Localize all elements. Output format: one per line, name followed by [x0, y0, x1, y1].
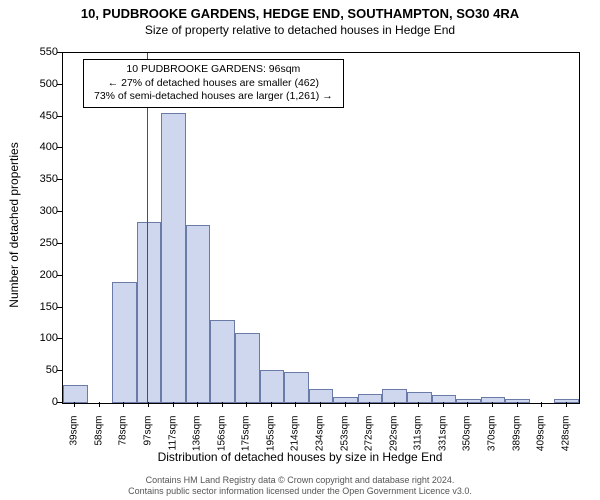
histogram-bar [407, 392, 432, 403]
y-tick-label: 400 [18, 141, 58, 153]
y-tick-label: 250 [18, 237, 58, 249]
y-tick-label: 0 [18, 396, 58, 408]
x-tick-mark [320, 402, 321, 407]
x-tick-mark [418, 402, 419, 407]
footer-line-2: Contains public sector information licen… [0, 486, 600, 497]
plot-area: 10 PUDBROOKE GARDENS: 96sqm ← 27% of det… [62, 52, 580, 404]
x-tick-mark [99, 402, 100, 407]
y-tick-label: 100 [18, 332, 58, 344]
y-tick-label: 150 [18, 301, 58, 313]
x-tick-mark [197, 402, 198, 407]
histogram-bar [309, 389, 334, 403]
x-tick-mark [541, 402, 542, 407]
info-line-smaller: ← 27% of detached houses are smaller (46… [94, 77, 333, 91]
histogram-bar [554, 399, 579, 403]
footer-line-1: Contains HM Land Registry data © Crown c… [0, 475, 600, 486]
x-tick-mark [173, 402, 174, 407]
histogram-bar [161, 113, 186, 403]
histogram-bar [210, 320, 235, 403]
y-tick-label: 500 [18, 78, 58, 90]
info-line-larger: 73% of semi-detached houses are larger (… [94, 90, 333, 104]
x-tick-mark [517, 402, 518, 407]
page-title: 10, PUDBROOKE GARDENS, HEDGE END, SOUTHA… [0, 0, 600, 21]
histogram-bar [333, 397, 358, 403]
x-tick-mark [222, 402, 223, 407]
info-box: 10 PUDBROOKE GARDENS: 96sqm ← 27% of det… [83, 59, 344, 108]
x-tick-mark [467, 402, 468, 407]
x-tick-mark [345, 402, 346, 407]
y-tick-label: 350 [18, 173, 58, 185]
histogram-bar [456, 399, 481, 403]
chart-subtitle: Size of property relative to detached ho… [0, 21, 600, 37]
histogram-bar [260, 370, 285, 403]
y-tick-label: 450 [18, 110, 58, 122]
info-line-property: 10 PUDBROOKE GARDENS: 96sqm [94, 63, 333, 77]
x-tick-mark [74, 402, 75, 407]
histogram-bar [235, 333, 260, 403]
x-tick-mark [566, 402, 567, 407]
y-axis-label: Number of detached properties [7, 142, 21, 307]
y-tick-label: 550 [18, 46, 58, 58]
x-tick-mark [394, 402, 395, 407]
histogram-bar [432, 395, 457, 403]
histogram-bar [284, 372, 309, 403]
x-tick-mark [271, 402, 272, 407]
histogram-bar [137, 222, 162, 403]
x-tick-mark [443, 402, 444, 407]
histogram-bar [63, 385, 88, 403]
histogram-bar [505, 399, 530, 403]
histogram-bar [112, 282, 137, 403]
x-tick-mark [492, 402, 493, 407]
histogram-bar [382, 389, 407, 403]
x-tick-mark [246, 402, 247, 407]
footer: Contains HM Land Registry data © Crown c… [0, 475, 600, 497]
x-tick-mark [123, 402, 124, 407]
x-axis-label: Distribution of detached houses by size … [0, 450, 600, 464]
chart-container: 10, PUDBROOKE GARDENS, HEDGE END, SOUTHA… [0, 0, 600, 500]
y-tick-label: 200 [18, 269, 58, 281]
histogram-bar [186, 225, 211, 403]
x-tick-mark [369, 402, 370, 407]
x-tick-mark [295, 402, 296, 407]
y-tick-label: 300 [18, 205, 58, 217]
y-tick-label: 50 [18, 364, 58, 376]
